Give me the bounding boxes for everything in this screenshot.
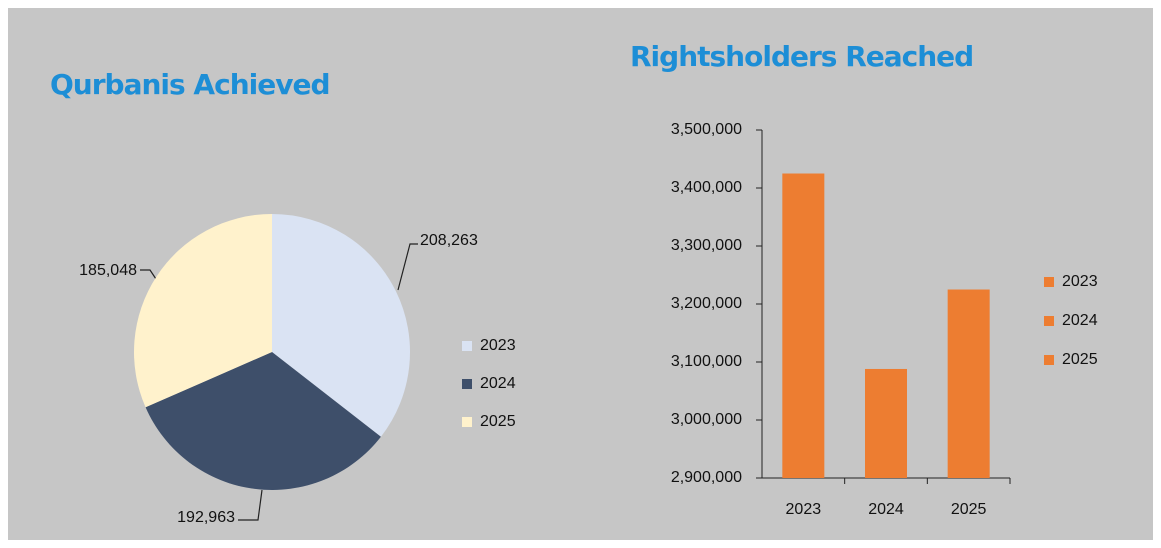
data-label: 192,963 (177, 509, 235, 526)
legend-swatch (462, 379, 472, 389)
y-tick-label: 3,100,000 (671, 353, 742, 370)
pie-title: Qurbanis Achieved (50, 68, 330, 101)
pie-slice (133, 213, 272, 408)
legend-swatch (1044, 277, 1054, 287)
legend-label: 2024 (480, 375, 516, 392)
leader-line (140, 269, 159, 283)
legend-swatch (462, 417, 472, 427)
legend-swatch (462, 341, 472, 351)
x-tick-label: 2025 (951, 501, 987, 518)
x-tick-label: 2023 (786, 501, 822, 518)
bar (782, 173, 825, 478)
legend-label: 2023 (1062, 273, 1098, 290)
legend-label: 2025 (480, 413, 516, 430)
bar (947, 289, 990, 478)
y-tick-label: 2,900,000 (671, 469, 742, 486)
y-tick-label: 3,300,000 (671, 237, 742, 254)
legend-label: 2024 (1062, 312, 1098, 329)
bar (865, 368, 907, 478)
legend-label: 2023 (480, 337, 516, 354)
y-tick-label: 3,200,000 (671, 295, 742, 312)
leader-line (397, 243, 418, 291)
leader-line (238, 489, 263, 521)
legend-label: 2025 (1062, 351, 1098, 368)
pie-slice (145, 352, 381, 490)
y-tick-label: 3,000,000 (671, 411, 742, 428)
legend-swatch (1044, 316, 1054, 326)
y-tick-label: 3,500,000 (671, 121, 742, 138)
x-tick-label: 2024 (868, 501, 904, 518)
data-label: 185,048 (79, 262, 137, 279)
data-label: 208,263 (420, 232, 478, 249)
bar-title: Rightsholders Reached (630, 40, 973, 73)
pie-slice (272, 214, 410, 437)
y-tick-label: 3,400,000 (671, 179, 742, 196)
legend-swatch (1044, 355, 1054, 365)
